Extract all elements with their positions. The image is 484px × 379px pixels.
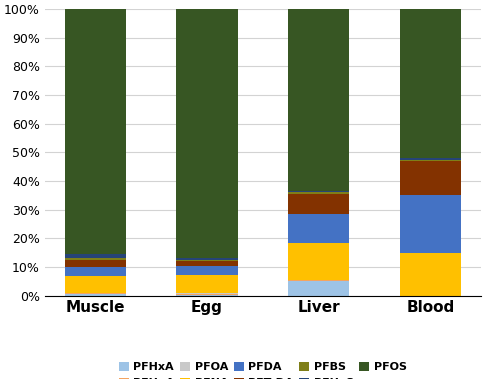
Bar	[176, 275, 237, 293]
Bar	[64, 260, 126, 267]
Bar	[287, 214, 348, 243]
Bar	[287, 281, 348, 296]
Bar	[287, 191, 348, 193]
Legend: PFHxA, PFHpA, PFOA, PFNA, PFDA, PFTrDA, PFBS, PFHxS, PFOS: PFHxA, PFHpA, PFOA, PFNA, PFDA, PFTrDA, …	[115, 359, 409, 379]
Bar	[64, 276, 126, 293]
Bar	[176, 9, 237, 258]
Bar	[64, 293, 126, 294]
Bar	[399, 161, 460, 195]
Bar	[64, 9, 126, 254]
Bar	[287, 193, 348, 194]
Bar	[176, 294, 237, 295]
Bar	[399, 253, 460, 296]
Bar	[176, 260, 237, 261]
Bar	[287, 280, 348, 281]
Bar	[64, 294, 126, 296]
Bar	[64, 254, 126, 257]
Bar	[176, 258, 237, 260]
Bar	[399, 9, 460, 158]
Bar	[399, 160, 460, 161]
Bar	[176, 293, 237, 294]
Bar	[399, 158, 460, 160]
Bar	[287, 243, 348, 280]
Bar	[64, 267, 126, 276]
Bar	[287, 9, 348, 191]
Bar	[176, 261, 237, 266]
Bar	[176, 295, 237, 296]
Bar	[287, 194, 348, 214]
Bar	[64, 257, 126, 260]
Bar	[399, 195, 460, 253]
Bar	[176, 266, 237, 275]
